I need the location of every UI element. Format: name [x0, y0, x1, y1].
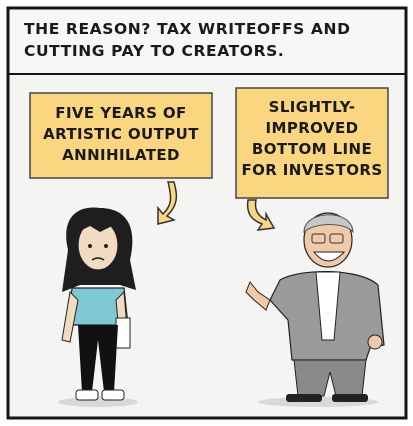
- speech-box: [235, 87, 389, 199]
- box-line: SLIGHTLY-: [269, 98, 356, 116]
- speech-box: [29, 92, 213, 179]
- pointer-arrow: [157, 181, 178, 225]
- pointer-arrow: [246, 199, 276, 231]
- girl-figure: [61, 207, 136, 401]
- caption-area: [9, 9, 405, 74]
- box-line: FIVE YEARS OF: [55, 104, 186, 122]
- box-line: ARTISTIC OUTPUT: [43, 125, 199, 143]
- box-line: ANNIHILATED: [62, 146, 180, 164]
- box-line: BOTTOM LINE: [252, 140, 372, 158]
- investor-figure: [245, 212, 385, 402]
- box-line: FOR INVESTORS: [241, 161, 382, 179]
- caption-line: CUTTING PAY TO CREATORS.: [24, 42, 284, 60]
- caption-line: THE REASON? TAX WRITEOFFS AND: [24, 20, 351, 38]
- box-line: IMPROVED: [266, 119, 359, 137]
